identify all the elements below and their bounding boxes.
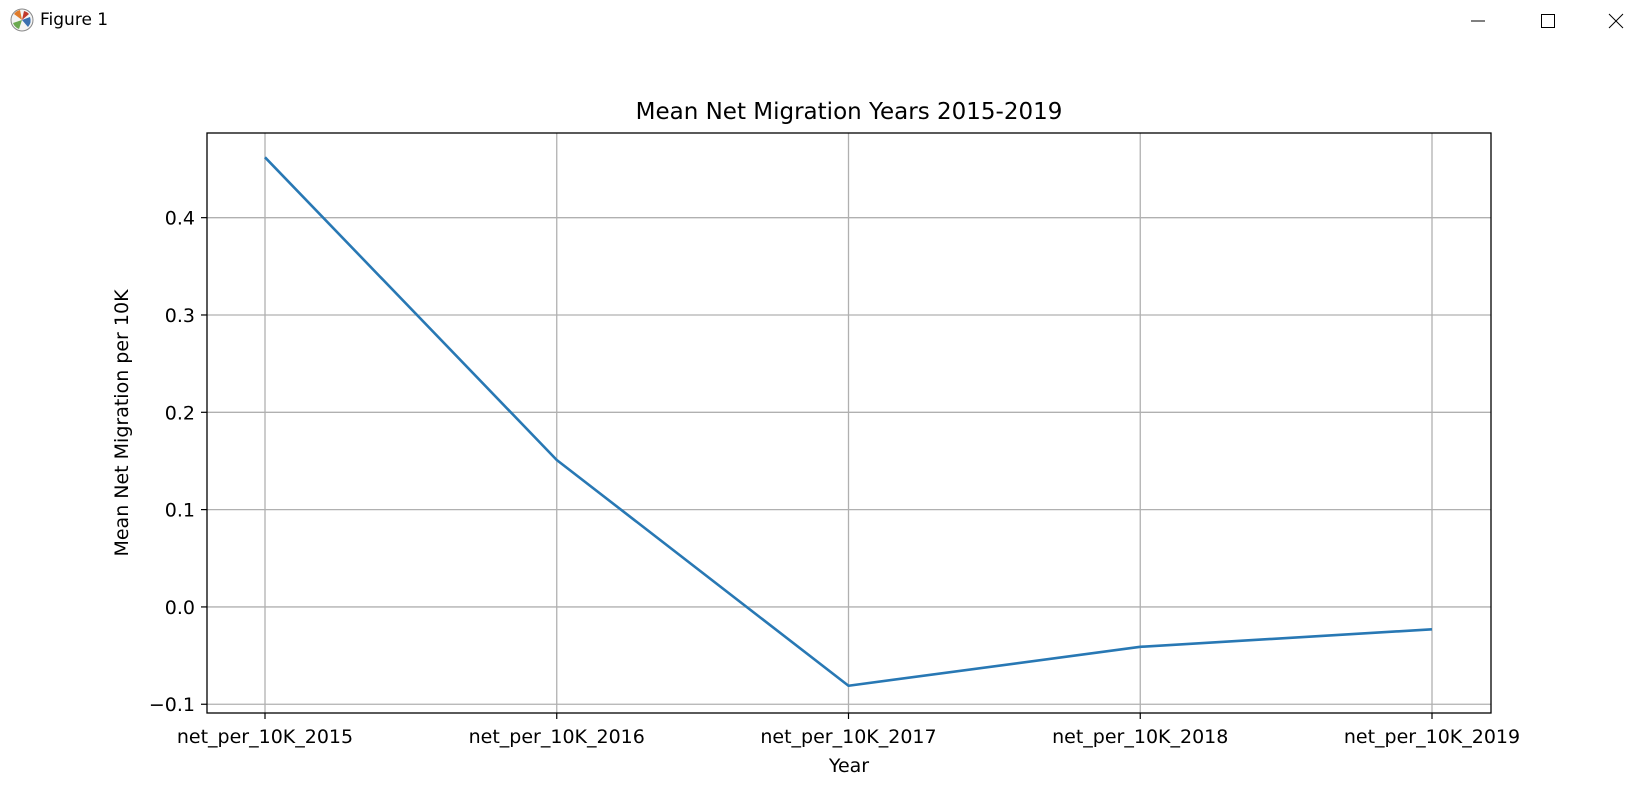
maximize-button[interactable] bbox=[1514, 0, 1582, 42]
minimize-button[interactable] bbox=[1444, 0, 1512, 42]
x-tick-label: net_per_10K_2017 bbox=[760, 726, 936, 748]
y-tick-label: 0.2 bbox=[165, 402, 195, 424]
y-axis-label: Mean Net Migration per 10K bbox=[111, 289, 133, 557]
x-tick-label: net_per_10K_2015 bbox=[177, 726, 353, 748]
line-chart: net_per_10K_2015 net_per_10K_2016 net_per_… bbox=[111, 99, 1520, 777]
chart-title: Mean Net Migration Years 2015-2019 bbox=[636, 99, 1063, 125]
close-icon bbox=[1608, 13, 1624, 29]
close-button[interactable] bbox=[1582, 0, 1647, 42]
y-tick-label: 0.4 bbox=[165, 208, 195, 230]
y-tick-label: 0.1 bbox=[165, 500, 195, 522]
y-tick-label: −0.1 bbox=[149, 694, 195, 716]
y-tick-label: 0.3 bbox=[165, 305, 195, 327]
x-tick-label: net_per_10K_2019 bbox=[1344, 726, 1520, 748]
x-tick-label: net_per_10K_2016 bbox=[469, 726, 645, 748]
window-title: Figure 1 bbox=[40, 10, 109, 30]
x-axis-label: Year bbox=[828, 755, 869, 777]
y-tick-label: 0.0 bbox=[165, 597, 195, 619]
matplotlib-logo-icon bbox=[10, 8, 34, 32]
minimize-icon bbox=[1471, 20, 1485, 22]
window-titlebar: Figure 1 bbox=[0, 0, 1647, 42]
x-tick-label: net_per_10K_2018 bbox=[1052, 726, 1228, 748]
maximize-icon bbox=[1541, 14, 1555, 28]
series-line bbox=[264, 156, 1433, 688]
